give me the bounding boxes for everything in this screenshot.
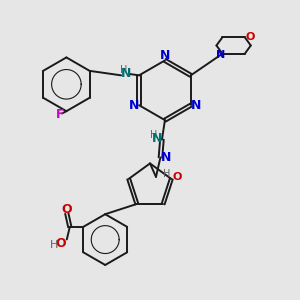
Text: H: H — [120, 65, 127, 75]
Text: N: N — [128, 99, 139, 112]
Text: F: F — [56, 108, 64, 121]
Text: O: O — [61, 203, 72, 216]
Text: N: N — [191, 99, 201, 112]
Text: H: H — [150, 130, 157, 140]
Text: H: H — [50, 240, 58, 250]
Text: O: O — [55, 236, 65, 250]
Text: O: O — [172, 172, 182, 182]
Text: H: H — [163, 169, 170, 179]
Text: N: N — [216, 50, 226, 60]
Text: N: N — [160, 50, 171, 62]
Text: O: O — [245, 32, 255, 42]
Text: N: N — [152, 133, 163, 146]
Text: N: N — [160, 151, 171, 164]
Text: N: N — [121, 68, 131, 80]
